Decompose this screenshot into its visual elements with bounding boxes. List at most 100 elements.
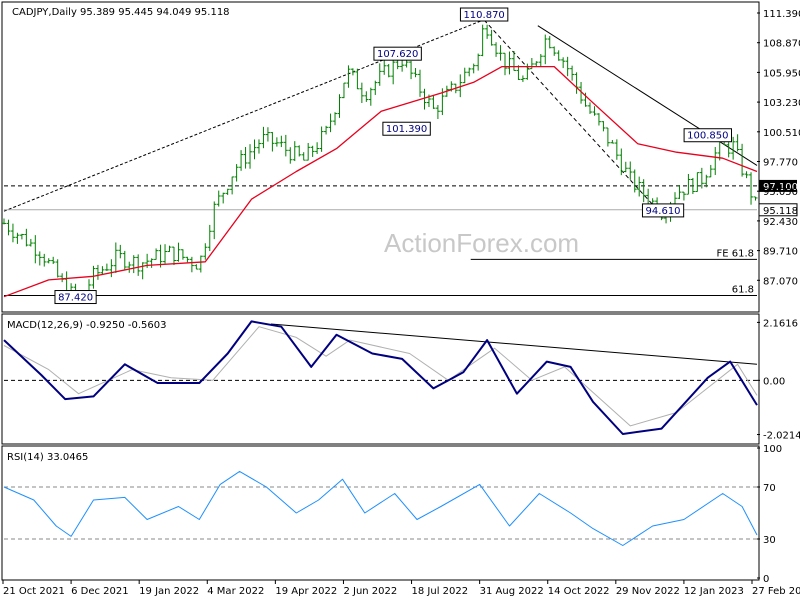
macd-panel[interactable]: [1, 313, 760, 445]
ohlc-bar: [283, 134, 288, 157]
ohlc-bar: [261, 126, 266, 149]
price-y-tick-label: 108.870: [763, 39, 800, 50]
ohlc-bar: [15, 232, 20, 244]
ohlc-bar: [686, 173, 691, 195]
ohlc-bar: [507, 51, 512, 75]
price-panel[interactable]: [1, 1, 760, 313]
x-tick-label: 21 Oct 2021: [3, 586, 65, 597]
ohlc-bar: [579, 82, 584, 104]
ohlc-bar: [310, 145, 315, 157]
ohlc-bar: [413, 68, 418, 78]
ohlc-bar: [623, 161, 628, 173]
ohlc-bar: [543, 34, 548, 65]
fib-level-label: FE 61.8: [716, 248, 754, 259]
x-tick-label: 4 Mar 2022: [207, 586, 264, 597]
price-y-tick-label: 97.770: [763, 158, 798, 169]
ohlc-bar: [467, 67, 472, 77]
price-y-tick-label: 89.710: [763, 247, 798, 258]
ohlc-bar: [149, 258, 154, 268]
ohlc-bar: [288, 147, 293, 164]
ohlc-bar: [154, 248, 159, 260]
macd-lines: [3, 320, 758, 435]
ohlc-bar: [297, 145, 302, 157]
rsi-panel[interactable]: [1, 445, 760, 581]
ohlc-bar: [42, 253, 47, 267]
ohlc-bar: [435, 104, 440, 120]
ohlc-bar: [225, 188, 230, 195]
watermark: ActionForex.com: [384, 228, 579, 258]
ohlc-bar: [561, 57, 566, 69]
moving-average-line: [3, 65, 758, 298]
rsi-y-tick-label: 30: [763, 535, 776, 546]
x-axis: 21 Oct 2021 6 Dec 2021 19 Jan 2022 4 Mar 20…: [2, 580, 800, 597]
ohlc-bar: [198, 255, 203, 273]
ohlc-bar: [740, 143, 745, 177]
macd-y-tick-label: 0.00: [763, 376, 785, 387]
ohlc-bar: [248, 144, 253, 169]
ohlc-bar: [256, 139, 261, 154]
ohlc-bar: [422, 88, 427, 110]
ohlc-bar: [95, 264, 100, 280]
ohlc-bar: [386, 64, 391, 78]
ohlc-bar: [641, 179, 646, 203]
ohlc-bar: [167, 245, 172, 253]
ohlc-bar: [382, 59, 387, 75]
ohlc-bar: [485, 24, 490, 39]
ohlc-bar: [610, 140, 615, 144]
ohlc-bar: [113, 242, 118, 273]
ohlc-bar: [471, 63, 476, 74]
ohlc-bar: [203, 243, 208, 260]
current-price-label: 95.118: [763, 206, 798, 217]
price-y-tick-label: 87.070: [763, 276, 798, 287]
ohlc-bar: [359, 82, 364, 103]
price-y-tick-label: 103.230: [763, 98, 800, 109]
ohlc-bar: [122, 250, 127, 271]
price-y-tick-label: 95.050: [763, 187, 798, 198]
ohlc-bar: [252, 139, 257, 160]
x-tick-label: 6 Dec 2021: [71, 586, 129, 597]
rsi-lines: [3, 470, 758, 546]
ohlc-bar: [19, 233, 24, 240]
ohlc-bar: [10, 223, 15, 243]
ohlc-bar: [503, 52, 508, 76]
price-annotation-label: 110.870: [463, 10, 504, 21]
price-annotation-label: 94.610: [646, 206, 681, 217]
price-y-axis: 97.100 95.118 111.390 108.870 105.950 103.230…: [757, 9, 800, 287]
price-y-tick-label: 105.950: [763, 68, 800, 79]
ohlc-bar: [690, 177, 695, 194]
level-tag: [759, 179, 797, 192]
ohlc-bar: [520, 75, 525, 82]
ohlc-bar: [28, 238, 33, 247]
ohlc-bar: [704, 174, 709, 188]
ohlc-bar: [498, 45, 503, 61]
rsi-y-tick-label: 70: [763, 483, 776, 494]
ohlc-bar: [131, 255, 136, 274]
ohlc-bar: [681, 191, 686, 201]
ohlc-bar: [605, 127, 610, 147]
price-annotation-label: 87.420: [58, 293, 93, 304]
ohlc-bar: [337, 94, 342, 118]
ohlc-bar: [301, 152, 306, 161]
ohlc-bar: [136, 254, 141, 276]
price-annotation-box: [373, 46, 422, 61]
ohlc-bar: [534, 61, 539, 67]
ohlc-bar: [51, 256, 56, 265]
rsi-title: RSI(14) 33.0465: [7, 452, 88, 463]
ohlc-bar: [552, 46, 557, 56]
ohlc-bar: [37, 251, 42, 266]
ohlc-bar: [565, 56, 570, 77]
ohlc-bar: [24, 228, 29, 247]
ohlc-bar: [212, 201, 217, 240]
ohlc-bar: [377, 63, 382, 86]
ohlc-bar: [395, 59, 400, 70]
ohlc-bar: [163, 244, 168, 264]
ohlc-bar: [33, 235, 38, 264]
ohlc-bar: [279, 135, 284, 148]
ohlc-bar: [140, 262, 145, 280]
macd-y-axis: 2.1616 0.00 -2.0214: [757, 318, 800, 442]
ohlc-bar: [243, 146, 248, 169]
ohlc-bar: [744, 171, 749, 179]
ohlc-bar: [695, 172, 700, 192]
